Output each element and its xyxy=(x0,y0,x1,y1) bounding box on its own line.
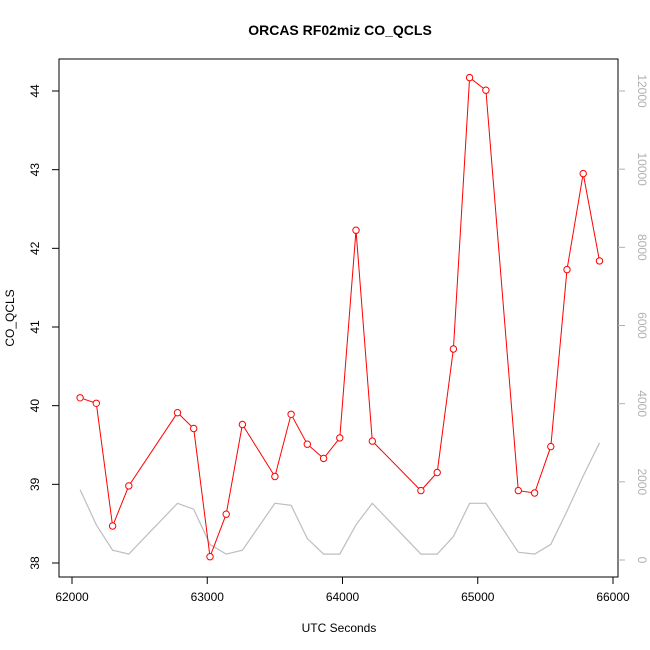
y2-tick-label: 0 xyxy=(635,557,649,564)
data-point-co xyxy=(271,472,279,481)
y2-tick-label: 12000 xyxy=(635,74,649,108)
x-axis-label: UTC Seconds xyxy=(302,621,377,635)
y2-tick-label: 8000 xyxy=(635,234,649,261)
y2-tick-label: 10000 xyxy=(635,152,649,186)
data-point-co xyxy=(287,410,295,418)
data-point-co xyxy=(303,440,311,448)
data-point-co xyxy=(579,169,587,178)
x-tick-label: 66000 xyxy=(596,590,630,604)
data-point-co xyxy=(433,468,441,477)
y2-axis-right: 0 2000 4000 6000 8000 10000 12000 xyxy=(618,74,649,564)
y2-tick-label: 6000 xyxy=(635,312,649,339)
data-point-co xyxy=(173,409,182,417)
series-layer xyxy=(76,73,604,561)
data-point-co xyxy=(206,553,214,561)
y-tick-label: 43 xyxy=(28,163,42,177)
data-point-co xyxy=(368,437,376,445)
data-point-co xyxy=(530,489,539,497)
plot-frame xyxy=(58,58,619,578)
data-point-co xyxy=(125,482,133,490)
y-axis-label: CO_QCLS xyxy=(3,289,17,346)
x-tick-label: 62000 xyxy=(55,590,89,604)
y-tick-label: 44 xyxy=(28,84,42,98)
data-point-co xyxy=(417,486,425,495)
y2-tick-label: 4000 xyxy=(635,390,649,417)
y2-tick-label: 2000 xyxy=(635,468,649,495)
data-point-co xyxy=(190,424,198,433)
data-point-co xyxy=(108,522,117,530)
data-point-co xyxy=(238,420,247,429)
data-point-co xyxy=(92,399,101,407)
data-point-co xyxy=(595,257,604,265)
data-point-co xyxy=(352,226,360,234)
x-axis: 62000 63000 64000 65000 66000 xyxy=(55,577,630,604)
x-tick-label: 63000 xyxy=(191,590,225,604)
series-line-co xyxy=(79,76,600,557)
y-tick-label: 39 xyxy=(28,477,42,491)
x-tick-label: 64000 xyxy=(326,590,360,604)
data-point-co xyxy=(563,265,571,274)
chart-title: ORCAS RF02miz CO_QCLS xyxy=(248,22,432,38)
y-tick-label: 42 xyxy=(28,241,42,255)
data-point-co xyxy=(514,486,522,495)
data-point-co xyxy=(482,86,490,94)
y-tick-label: 41 xyxy=(28,320,42,334)
x-tick-label: 65000 xyxy=(461,590,495,604)
y-axis: 38 39 40 41 42 43 44 xyxy=(28,84,59,570)
data-point-co xyxy=(449,345,458,353)
y-tick-label: 38 xyxy=(28,556,42,570)
data-point-co xyxy=(465,73,474,82)
data-point-co xyxy=(336,434,344,442)
data-point-co xyxy=(222,510,230,518)
data-point-co xyxy=(76,394,84,402)
data-point-co xyxy=(547,442,555,451)
data-point-co xyxy=(319,454,328,463)
y-tick-label: 40 xyxy=(28,399,42,413)
series-line-right-axis xyxy=(79,442,601,555)
